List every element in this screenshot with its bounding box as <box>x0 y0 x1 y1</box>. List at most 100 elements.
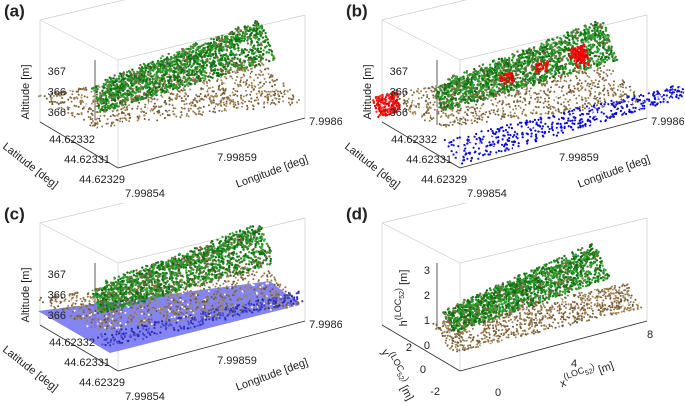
point <box>96 111 99 113</box>
point <box>250 52 254 55</box>
point <box>107 102 110 105</box>
point <box>472 146 475 149</box>
point <box>669 97 672 100</box>
point <box>491 147 494 150</box>
point <box>462 159 465 162</box>
point <box>256 69 259 72</box>
point <box>229 39 232 42</box>
point <box>604 74 607 77</box>
point <box>152 68 155 71</box>
point <box>70 100 73 103</box>
point <box>239 79 242 82</box>
point <box>254 51 257 54</box>
point <box>467 151 471 155</box>
point <box>66 100 69 103</box>
point <box>584 107 586 110</box>
point <box>146 73 150 76</box>
point <box>510 94 513 97</box>
point <box>232 87 235 90</box>
point <box>425 100 427 103</box>
point <box>191 51 194 54</box>
point <box>248 84 251 86</box>
point <box>589 83 592 86</box>
point <box>271 85 274 88</box>
point <box>198 53 201 56</box>
point <box>225 48 229 51</box>
point <box>213 71 216 75</box>
point <box>665 91 668 95</box>
point <box>229 105 232 108</box>
point <box>181 79 184 82</box>
point <box>410 89 413 92</box>
point <box>212 95 215 98</box>
point <box>495 151 498 154</box>
point <box>236 71 239 74</box>
point <box>515 107 518 110</box>
point <box>545 105 548 108</box>
point <box>502 129 505 133</box>
point <box>514 93 517 96</box>
point <box>210 102 213 105</box>
point <box>94 88 97 92</box>
point <box>237 85 240 88</box>
point <box>146 84 150 88</box>
point <box>201 113 204 116</box>
point <box>252 24 255 27</box>
point <box>612 70 615 72</box>
point <box>89 118 92 121</box>
point <box>120 83 124 86</box>
point <box>403 107 406 110</box>
point <box>517 100 520 103</box>
point <box>535 111 538 114</box>
point <box>487 132 490 135</box>
point <box>199 106 202 109</box>
point <box>272 57 275 60</box>
point <box>240 97 243 100</box>
point <box>208 61 211 65</box>
point <box>513 134 516 137</box>
point <box>529 108 532 110</box>
point <box>494 98 497 100</box>
point <box>189 73 192 77</box>
point <box>592 81 595 84</box>
point <box>240 62 244 65</box>
point <box>144 75 148 78</box>
point <box>116 90 119 94</box>
point <box>187 107 190 110</box>
point <box>222 48 225 51</box>
point <box>563 125 566 128</box>
point <box>509 134 512 137</box>
point <box>64 90 67 93</box>
point <box>155 100 158 103</box>
point <box>485 86 488 89</box>
point <box>122 93 125 96</box>
point <box>501 138 504 141</box>
point <box>227 70 230 73</box>
point <box>531 120 534 123</box>
point <box>126 74 129 77</box>
point <box>632 106 635 109</box>
point <box>519 92 521 95</box>
point <box>211 65 214 69</box>
point <box>94 118 97 121</box>
point <box>588 85 591 88</box>
point <box>469 140 472 143</box>
point <box>267 90 270 93</box>
point <box>478 110 481 113</box>
point <box>537 106 540 109</box>
point <box>237 46 240 50</box>
point <box>413 97 416 100</box>
point <box>513 100 516 103</box>
point <box>288 88 291 91</box>
point <box>526 142 529 145</box>
point <box>475 114 478 117</box>
point <box>172 93 175 96</box>
point <box>237 40 241 43</box>
point <box>442 124 445 127</box>
point <box>277 93 280 96</box>
point <box>234 104 237 106</box>
point <box>581 109 584 111</box>
point <box>610 72 613 75</box>
point <box>198 50 201 53</box>
y-tick-label: 44.62332 <box>49 134 95 146</box>
